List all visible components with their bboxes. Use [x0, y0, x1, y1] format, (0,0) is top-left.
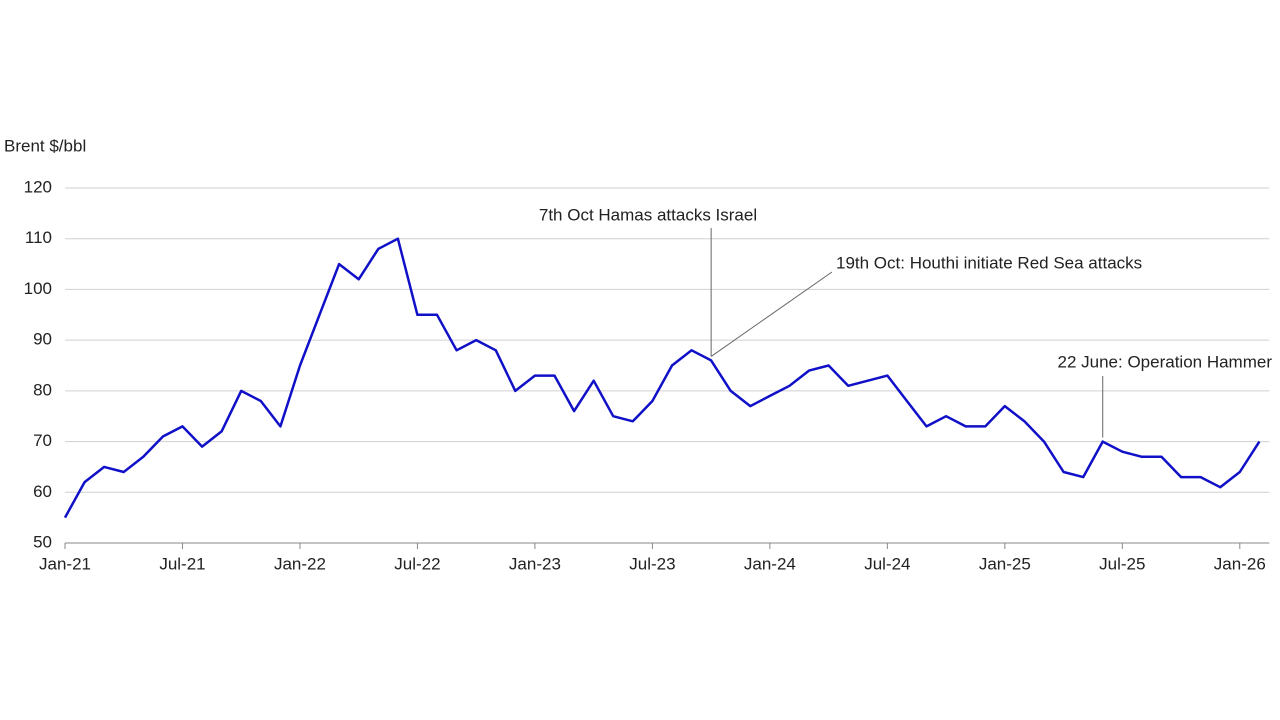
annotation: 19th Oct: Houthi initiate Red Sea attack…: [836, 253, 1142, 272]
x-tick-label: Jan-22: [274, 554, 326, 573]
annotation: 7th Oct Hamas attacks Israel: [539, 205, 757, 224]
x-tick-label: Jan-24: [744, 554, 796, 573]
y-tick-label: 100: [24, 279, 52, 298]
y-axis-label: Brent $/bbl: [4, 136, 86, 155]
x-tick-label: Jan-25: [979, 554, 1031, 573]
y-tick-label: 120: [24, 177, 52, 196]
x-tick-label: Jul-25: [1099, 554, 1145, 573]
x-tick-label: Jul-22: [394, 554, 440, 573]
y-tick-label: 110: [25, 228, 52, 247]
y-tick-label: 90: [33, 330, 52, 349]
x-tick-label: Jul-24: [864, 554, 910, 573]
x-tick-label: Jan-23: [509, 554, 561, 573]
x-tick-label: Jul-21: [159, 554, 205, 573]
x-tick-label: Jan-21: [39, 554, 91, 573]
x-tick-label: Jul-23: [629, 554, 675, 573]
y-tick-label: 60: [33, 482, 52, 501]
y-tick-label: 70: [33, 431, 52, 450]
y-tick-label: 80: [33, 380, 52, 399]
x-tick-label: Jan-26: [1214, 554, 1266, 573]
data-line: [63, 237, 1261, 519]
y-tick-label: 50: [33, 532, 52, 551]
annotation: 22 June: Operation Hammer: [1058, 352, 1273, 371]
annotation-leader: [710, 271, 833, 357]
